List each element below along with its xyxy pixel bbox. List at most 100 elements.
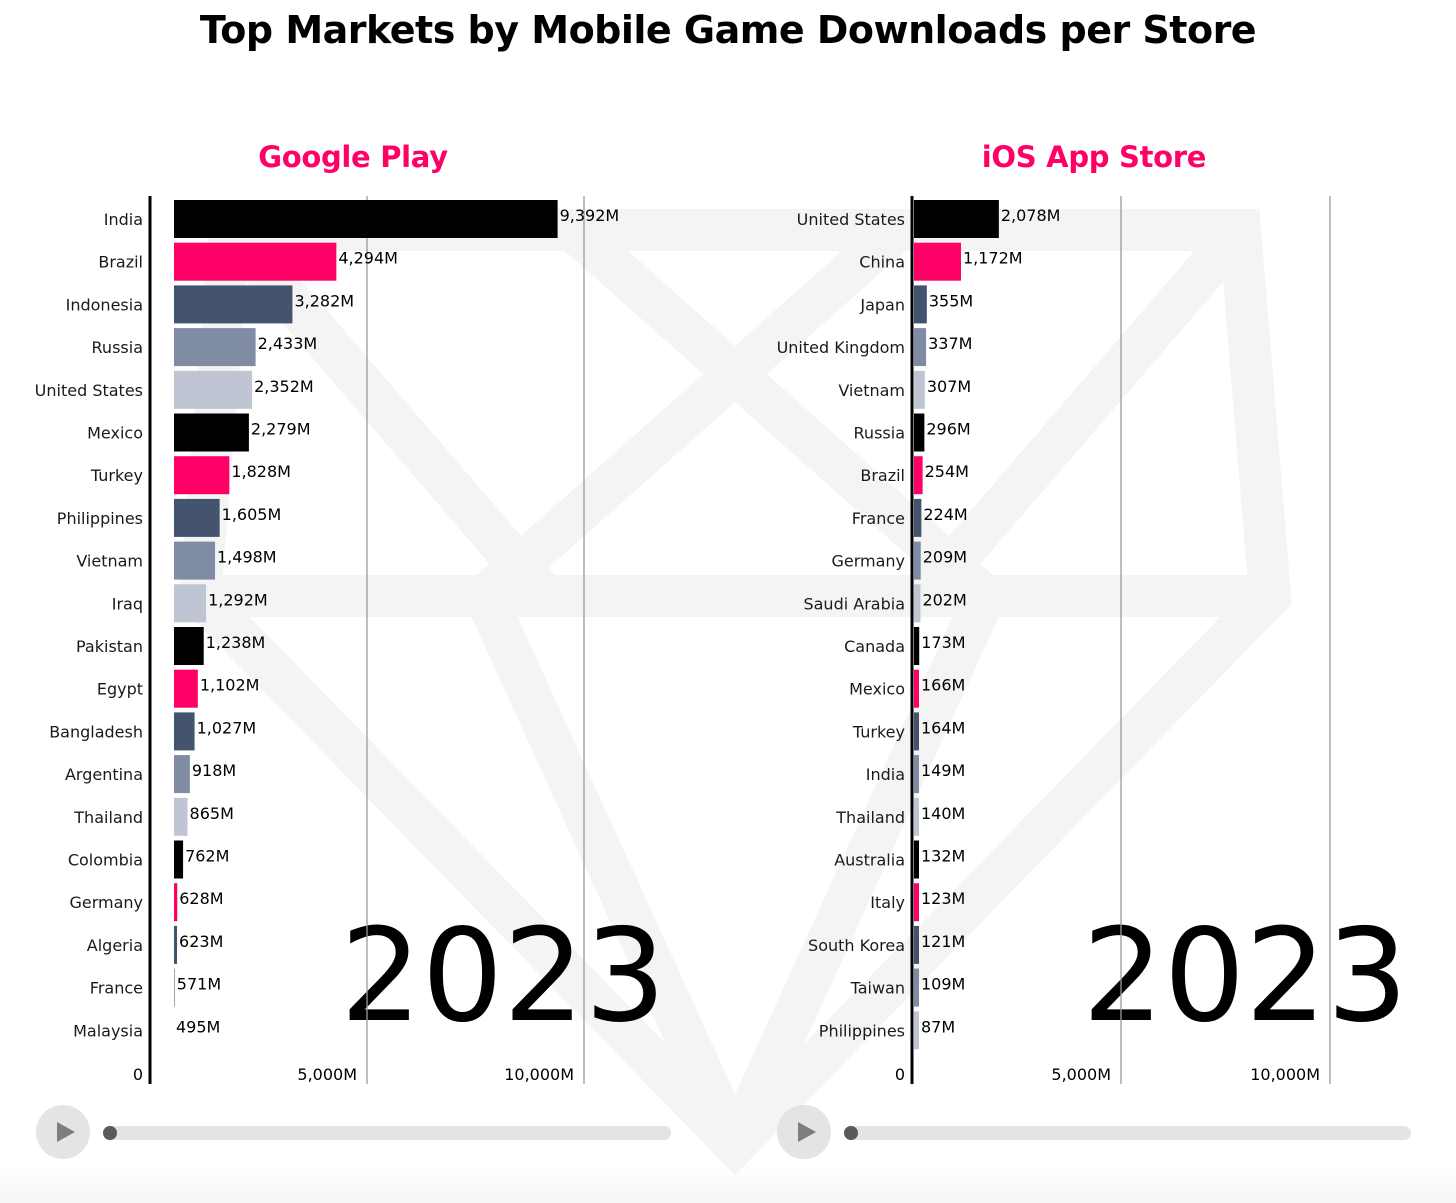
ios-app-store-category-label: Brazil — [860, 466, 905, 485]
ios-app-store-category-label: United States — [797, 210, 905, 229]
ios-app-store-category-label: India — [866, 765, 905, 784]
ios-app-store-value-label: 87M — [921, 1017, 955, 1036]
google-play-timeline-slider[interactable] — [103, 1126, 671, 1140]
ios-app-store-value-label: 202M — [922, 590, 966, 609]
google-play-player — [36, 1105, 676, 1161]
ios-app-store-value-label: 209M — [923, 548, 967, 567]
google-play-bar — [174, 200, 558, 238]
google-play-category-label: Vietnam — [76, 552, 143, 571]
ios-app-store-x-tick-label: 10,000M — [1250, 1065, 1320, 1084]
google-play-value-label: 1,292M — [208, 590, 268, 609]
ios-app-store-year-label: 2023 — [1082, 902, 1408, 1051]
google-play-category-label: United States — [35, 381, 143, 400]
google-play-bar — [174, 712, 195, 751]
google-play-bar — [174, 285, 293, 324]
ios-app-store-value-label: 109M — [921, 975, 965, 994]
google-play-category-label: Russia — [92, 338, 143, 357]
ios-app-store-value-label: 224M — [923, 505, 967, 524]
ios-app-store-category-label: South Korea — [808, 936, 905, 955]
google-play-category-label: Egypt — [97, 680, 143, 699]
ios-app-store-value-label: 123M — [921, 889, 965, 908]
ios-app-store-bar — [914, 370, 925, 409]
ios-app-store-value-label: 355M — [929, 291, 973, 310]
ios-app-store-category-label: Turkey — [852, 722, 905, 741]
ios-app-store-bar — [914, 669, 919, 708]
ios-app-store-bar — [914, 840, 919, 879]
ios-app-store-bar — [914, 328, 927, 367]
google-play-category-label: Argentina — [65, 765, 143, 784]
google-play-timeline-thumb[interactable] — [103, 1126, 117, 1140]
ios-app-store-category-label: Vietnam — [838, 381, 905, 400]
ios-app-store-bar — [914, 541, 921, 580]
google-play-bar — [174, 840, 184, 879]
google-play-category-label: Algeria — [87, 936, 143, 955]
ios-app-store-x-tick-label: 0 — [895, 1065, 905, 1084]
google-play-category-label: India — [104, 210, 143, 229]
ios-app-store-player — [777, 1105, 1417, 1161]
google-play-bar — [174, 797, 188, 836]
google-play-play-button[interactable] — [36, 1105, 90, 1159]
ios-app-store-category-label: Canada — [844, 637, 905, 656]
ios-app-store-play-button[interactable] — [777, 1105, 831, 1159]
google-play-category-label: Colombia — [68, 851, 143, 870]
google-play-bar — [174, 328, 256, 367]
ios-app-store-bar — [914, 925, 919, 964]
ios-app-store-bar — [914, 200, 999, 238]
google-play-category-label: Bangladesh — [49, 722, 143, 741]
google-play-value-label: 1,027M — [197, 718, 257, 737]
ios-app-store-value-label: 337M — [928, 334, 972, 353]
google-play-value-label: 1,102M — [200, 676, 260, 695]
ios-app-store-value-label: 2,078M — [1001, 206, 1061, 225]
ios-app-store-category-label: France — [852, 509, 905, 528]
ios-app-store-value-label: 307M — [927, 377, 971, 396]
google-play-bar — [174, 541, 216, 580]
ios-app-store-bar — [914, 285, 927, 324]
ios-app-store-value-label: 296M — [926, 420, 970, 439]
ios-app-store-bar — [914, 627, 920, 665]
play-icon — [798, 1122, 816, 1142]
google-play-x-tick-label: 0 — [133, 1065, 143, 1084]
ios-app-store-title: iOS App Store — [981, 140, 1207, 174]
ios-app-store-value-label: 140M — [921, 804, 965, 823]
google-play-category-label: France — [90, 979, 143, 998]
google-play-value-label: 762M — [185, 847, 229, 866]
google-play-category-label: Mexico — [87, 424, 143, 443]
ios-app-store-bar — [914, 413, 925, 452]
google-play-x-tick-label: 5,000M — [297, 1065, 357, 1084]
ios-app-store-x-tick-label: 5,000M — [1051, 1065, 1111, 1084]
ios-app-store-value-label: 1,172M — [963, 249, 1023, 268]
ios-app-store-bar — [914, 1011, 919, 1050]
ios-app-store-category-label: China — [859, 253, 905, 272]
google-play-value-label: 4,294M — [338, 249, 398, 268]
ios-app-store-value-label: 132M — [921, 847, 965, 866]
ios-app-store-category-label: Mexico — [849, 680, 905, 699]
google-play-bar — [174, 370, 253, 409]
google-play-value-label: 1,605M — [222, 505, 282, 524]
google-play-bar — [174, 498, 220, 537]
google-play-category-label: Turkey — [90, 466, 143, 485]
ios-app-store-bar — [914, 968, 919, 1007]
ios-app-store-bar — [914, 712, 919, 751]
google-play-bar — [174, 627, 204, 665]
google-play-bar — [174, 584, 207, 623]
google-play-value-label: 2,279M — [251, 420, 311, 439]
background-fade — [0, 1163, 1456, 1203]
google-play-title: Google Play — [258, 140, 448, 174]
ios-app-store-timeline-thumb[interactable] — [844, 1126, 858, 1140]
ios-app-store-bar — [914, 883, 919, 922]
ios-app-store-bar — [914, 584, 921, 623]
ios-app-store-value-label: 166M — [921, 676, 965, 695]
google-play-bar — [174, 669, 198, 708]
google-play-value-label: 1,498M — [217, 548, 277, 567]
google-play-value-label: 1,238M — [206, 633, 266, 652]
google-play-value-label: 2,352M — [254, 377, 314, 396]
ios-app-store-timeline-slider[interactable] — [844, 1126, 1411, 1140]
ios-app-store-category-label: Taiwan — [850, 979, 905, 998]
google-play-bar — [174, 883, 178, 922]
ios-app-store-value-label: 164M — [921, 718, 965, 737]
google-play-bar — [174, 413, 249, 452]
ios-app-store-bar — [914, 498, 922, 537]
ios-app-store-bar — [914, 755, 919, 794]
